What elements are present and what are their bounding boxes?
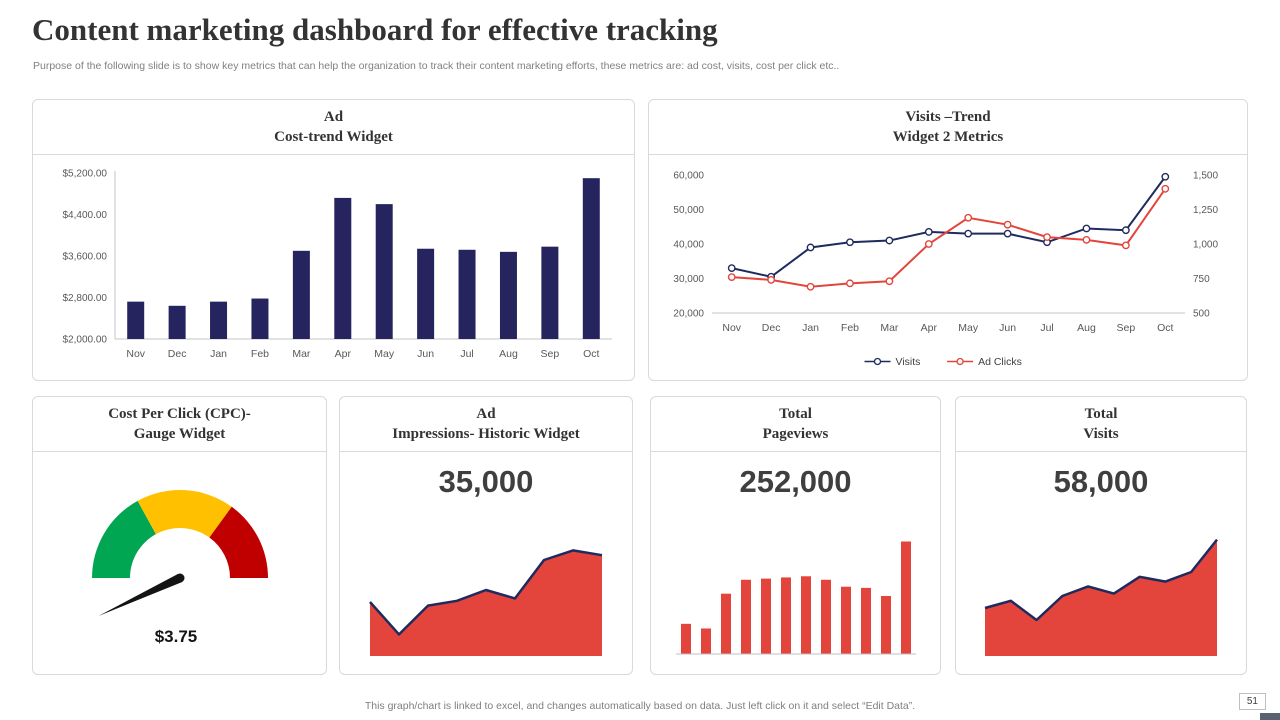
panel-title-line1: Total	[779, 406, 812, 422]
page-title: Content marketing dashboard for effectiv…	[32, 12, 718, 47]
total-visits-area-chart[interactable]	[981, 530, 1221, 658]
page-number-badge: 51	[1238, 693, 1266, 710]
panel-title-line1: Ad	[476, 406, 496, 422]
svg-text:Aug: Aug	[1077, 322, 1096, 334]
scrollbar-corner	[1260, 713, 1280, 720]
svg-text:$5,200.00: $5,200.00	[63, 168, 108, 179]
svg-text:Sep: Sep	[541, 348, 560, 360]
ad-impressions-area-chart[interactable]	[366, 530, 606, 658]
footer-note: This graph/chart is linked to excel, and…	[364, 700, 916, 712]
ad-cost-bar-chart[interactable]: $2,000.00 $2,800.00 $3,600.00 $4,400.00 $5,2…	[33, 155, 634, 381]
svg-text:$2,800.00: $2,800.00	[63, 293, 108, 304]
svg-text:Apr: Apr	[920, 322, 937, 334]
svg-text:May: May	[958, 322, 979, 334]
svg-text:40,000: 40,000	[673, 239, 704, 250]
svg-text:$4,400.00: $4,400.00	[63, 210, 108, 221]
svg-text:Apr: Apr	[335, 348, 352, 360]
panel-total-visits: Total Visits 58,000	[955, 396, 1247, 675]
svg-text:$3,600.00: $3,600.00	[63, 251, 108, 262]
svg-text:Mar: Mar	[292, 348, 311, 360]
panel-gauge-title: Cost Per Click (CPC)- Gauge Widget	[33, 397, 326, 452]
svg-text:Jan: Jan	[210, 348, 227, 360]
panel-title-line2: Cost-trend Widget	[274, 129, 393, 146]
panel-visits-trend: Visits –Trend Widget 2 Metrics 20,000 30,…	[648, 99, 1248, 381]
svg-text:Nov: Nov	[126, 348, 145, 360]
panel-pageviews-title: Total Pageviews	[651, 397, 940, 452]
panel-ad-cost-title: Ad Cost-trend Widget	[33, 100, 634, 155]
panel-impressions-title: Ad Impressions- Historic Widget	[340, 397, 632, 452]
svg-text:Jun: Jun	[417, 348, 434, 360]
svg-text:Jun: Jun	[999, 322, 1016, 334]
panel-cpc-gauge: Cost Per Click (CPC)- Gauge Widget $3.75	[32, 396, 327, 675]
panel-title-line1: Cost Per Click (CPC)-	[108, 406, 251, 422]
svg-text:Feb: Feb	[251, 348, 269, 360]
svg-text:May: May	[374, 348, 395, 360]
svg-text:Visits: Visits	[895, 356, 920, 368]
svg-text:Jan: Jan	[802, 322, 819, 334]
panel-title-line2: Gauge Widget	[133, 426, 226, 443]
svg-text:1,500: 1,500	[1193, 170, 1218, 181]
svg-text:Ad Clicks: Ad Clicks	[978, 356, 1022, 368]
panel-title-line2: Widget 2 Metrics	[892, 129, 1004, 146]
svg-text:Dec: Dec	[168, 348, 187, 360]
svg-text:20,000: 20,000	[673, 308, 704, 319]
panel-ad-impressions: Ad Impressions- Historic Widget 35,000	[339, 396, 633, 675]
svg-text:Oct: Oct	[583, 348, 599, 360]
panel-title-line2: Visits	[1083, 426, 1119, 443]
total-pageviews-bar-chart[interactable]	[675, 530, 916, 658]
svg-text:60,000: 60,000	[673, 170, 704, 181]
svg-text:50,000: 50,000	[673, 205, 704, 216]
svg-text:Dec: Dec	[761, 322, 780, 334]
panel-title-line2: Impressions- Historic Widget	[392, 426, 580, 443]
svg-text:Oct: Oct	[1157, 322, 1173, 334]
panel-visits-title: Visits –Trend Widget 2 Metrics	[649, 100, 1247, 155]
panel-title-line1: Total	[1084, 406, 1118, 422]
svg-text:Jul: Jul	[460, 348, 473, 360]
cpc-gauge-chart[interactable]: $3.75	[33, 452, 326, 675]
svg-text:30,000: 30,000	[673, 274, 704, 285]
visits-trend-line-chart[interactable]: 20,000 30,000 40,000 50,000 60,000 500 750 1,00…	[649, 155, 1247, 381]
panel-total-pageviews: Total Pageviews 252,000	[650, 396, 941, 675]
svg-text:1,250: 1,250	[1193, 205, 1218, 216]
svg-text:$3.75: $3.75	[154, 627, 197, 646]
svg-text:Sep: Sep	[1116, 322, 1135, 334]
metric-value-total-pageviews: 252,000	[739, 463, 852, 499]
panel-title-line1: Visits –Trend	[905, 109, 991, 125]
svg-text:500: 500	[1193, 308, 1210, 319]
svg-text:Aug: Aug	[499, 348, 518, 360]
panel-total-visits-title: Total Visits	[956, 397, 1246, 452]
panel-title-line2: Pageviews	[762, 426, 829, 443]
total-visits-body: 58,000	[956, 452, 1246, 675]
page-subtitle: Purpose of the following slide is to sho…	[33, 60, 840, 72]
page-number: 51	[1246, 696, 1258, 707]
svg-text:$2,000.00: $2,000.00	[63, 334, 108, 345]
svg-text:Nov: Nov	[722, 322, 741, 334]
svg-text:Feb: Feb	[840, 322, 858, 334]
total-pageviews-body: 252,000	[651, 452, 940, 675]
metric-value-ad-impressions: 35,000	[438, 463, 534, 499]
svg-text:750: 750	[1193, 274, 1210, 285]
metric-value-total-visits: 58,000	[1053, 463, 1149, 499]
panel-title-line1: Ad	[323, 109, 344, 125]
panel-ad-cost-trend: Ad Cost-trend Widget $2,000.00 $2,800.00 $…	[32, 99, 635, 381]
svg-text:1,000: 1,000	[1193, 239, 1218, 250]
svg-text:Jul: Jul	[1040, 322, 1053, 334]
ad-impressions-body: 35,000	[340, 452, 632, 675]
svg-text:Mar: Mar	[880, 322, 899, 334]
